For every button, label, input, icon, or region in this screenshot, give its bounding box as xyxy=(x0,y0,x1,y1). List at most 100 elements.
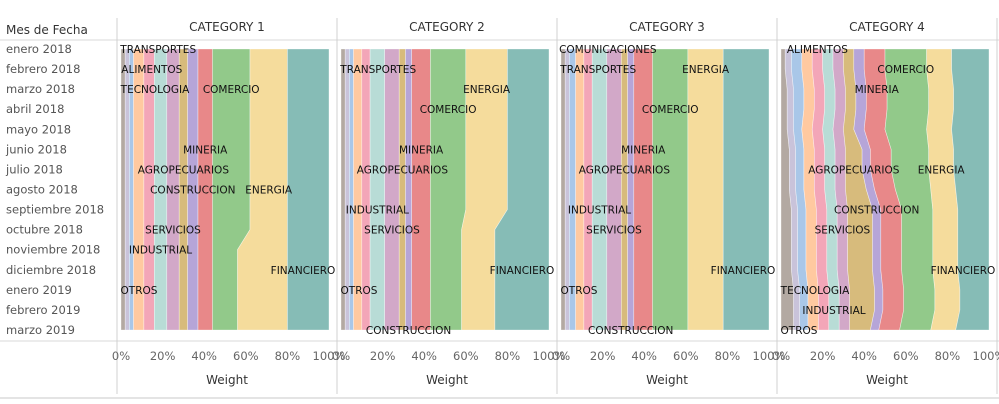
x-tick-label: 0% xyxy=(332,349,350,363)
x-tick-label: 40% xyxy=(631,349,657,363)
row-header: Mes de Fecha xyxy=(6,23,88,37)
series-label: AGROPECUARIOS xyxy=(357,164,449,176)
series-label: TECNOLOGIA xyxy=(120,84,190,96)
x-tick-label: 100% xyxy=(533,349,566,363)
month-label: marzo 2018 xyxy=(6,82,75,96)
area-construccion[interactable] xyxy=(405,48,412,331)
series-label: SERVICIOS xyxy=(586,225,642,237)
area-mineria[interactable] xyxy=(411,48,431,331)
series-label: SERVICIOS xyxy=(815,225,871,237)
series-label: COMERCIO xyxy=(642,104,699,116)
panel-title: CATEGORY 3 xyxy=(629,20,705,34)
area-financiero[interactable] xyxy=(287,48,330,331)
series-label: INDUSTRIAL xyxy=(802,305,865,317)
area-comercio[interactable] xyxy=(652,48,689,331)
series-label: CONSTRUCCION xyxy=(588,325,673,337)
series-label: FINANCIERO xyxy=(490,265,555,277)
series-label: OTROS xyxy=(121,285,158,297)
month-label: enero 2019 xyxy=(6,283,72,297)
area-financiero[interactable] xyxy=(494,48,550,331)
series-label: ENERGIA xyxy=(682,64,730,76)
month-label: noviembre 2018 xyxy=(6,243,100,257)
series-label: TRANSPORTES xyxy=(339,64,416,76)
series-label: COMERCIO xyxy=(877,64,934,76)
chart-frame xyxy=(0,18,999,399)
x-tick-label: 40% xyxy=(851,349,877,363)
x-axis-title: Weight xyxy=(646,373,688,387)
series-label: TRANSPORTES xyxy=(559,64,636,76)
panel-title: CATEGORY 1 xyxy=(189,20,265,34)
x-tick-label: 20% xyxy=(810,349,836,363)
series-label: MINERIA xyxy=(183,144,228,156)
panels: CATEGORY 1 TRANSPORTES ALIMENTOS TECNOLOGIA… xyxy=(112,20,999,387)
series-label: ENERGIA xyxy=(463,84,511,96)
area-financiero[interactable] xyxy=(722,48,770,331)
series-label: FINANCIERO xyxy=(271,265,336,277)
x-tick-label: 0% xyxy=(772,349,790,363)
series-label: AGROPECUARIOS xyxy=(579,164,671,176)
month-label: octubre 2018 xyxy=(6,223,83,237)
month-label: marzo 2019 xyxy=(6,323,75,337)
x-tick-label: 80% xyxy=(935,349,961,363)
month-label: mayo 2018 xyxy=(6,122,71,136)
x-tick-label: 80% xyxy=(275,349,301,363)
series-label: COMERCIO xyxy=(420,104,477,116)
series-label: AGROPECUARIOS xyxy=(138,164,230,176)
area-comercio[interactable] xyxy=(430,48,467,331)
x-tick-label: 80% xyxy=(715,349,741,363)
area-agropecuarios[interactable] xyxy=(621,48,628,331)
area-financiero[interactable] xyxy=(951,48,990,331)
series-label: AGROPECUARIOS xyxy=(808,164,900,176)
series-label: MINERIA xyxy=(399,144,444,156)
series-label: ALIMENTOS xyxy=(121,64,182,76)
area-energia[interactable] xyxy=(687,48,724,331)
series-label: CONSTRUCCION xyxy=(834,205,919,217)
series-label: INDUSTRIAL xyxy=(568,205,631,217)
x-tick-label: 60% xyxy=(453,349,479,363)
x-tick-label: 100% xyxy=(973,349,999,363)
x-tick-label: 20% xyxy=(590,349,616,363)
month-label: septiembre 2018 xyxy=(6,203,104,217)
month-label: abril 2018 xyxy=(6,102,64,116)
month-label: diciembre 2018 xyxy=(6,263,96,277)
series-label: TRANSPORTES xyxy=(119,44,196,56)
panel-1: CATEGORY 1 TRANSPORTES ALIMENTOS TECNOLOGIA… xyxy=(112,20,346,387)
x-axis-title: Weight xyxy=(866,373,908,387)
series-label: INDUSTRIAL xyxy=(346,205,409,217)
month-label: enero 2018 xyxy=(6,42,72,56)
x-tick-label: 80% xyxy=(495,349,521,363)
x-tick-label: 0% xyxy=(552,349,570,363)
series-label: INDUSTRIAL xyxy=(129,245,192,257)
x-axis-title: Weight xyxy=(426,373,468,387)
area-servicios[interactable] xyxy=(606,48,622,331)
x-axis-title: Weight xyxy=(206,373,248,387)
x-tick-label: 60% xyxy=(893,349,919,363)
x-tick-label: 60% xyxy=(673,349,699,363)
area-construccion[interactable] xyxy=(627,48,635,331)
month-row-labels: enero 2018 febrero 2018 marzo 2018 abril 20… xyxy=(5,42,104,337)
series-label: SERVICIOS xyxy=(364,225,420,237)
series-label: FINANCIERO xyxy=(711,265,776,277)
series-label: FINANCIERO xyxy=(931,265,996,277)
area-agropecuarios[interactable] xyxy=(398,48,406,331)
series-label: MINERIA xyxy=(855,84,900,96)
x-tick-label: 100% xyxy=(313,349,346,363)
area-servicios[interactable] xyxy=(384,48,400,331)
area-mineria[interactable] xyxy=(633,48,653,331)
month-label: agosto 2018 xyxy=(6,183,78,197)
series-label: CONSTRUCCION xyxy=(366,325,451,337)
panel-3: CATEGORY 3 COMUNICACIONES TRANSPORTES ENERG… xyxy=(552,20,786,387)
series-label: OTROS xyxy=(561,285,598,297)
x-tick-label: 40% xyxy=(411,349,437,363)
x-tick-label: 20% xyxy=(150,349,176,363)
series-label: ENERGIA xyxy=(918,164,966,176)
series-label: MINERIA xyxy=(621,144,666,156)
series-label: COMERCIO xyxy=(203,84,260,96)
panel-2: CATEGORY 2 TRANSPORTES ENERGIA COMERCIO MINE… xyxy=(332,20,566,387)
month-label: junio 2018 xyxy=(5,142,67,156)
panel-title: CATEGORY 4 xyxy=(849,20,925,34)
x-tick-label: 20% xyxy=(370,349,396,363)
series-label: OTROS xyxy=(781,325,818,337)
series-label: SERVICIOS xyxy=(145,225,201,237)
